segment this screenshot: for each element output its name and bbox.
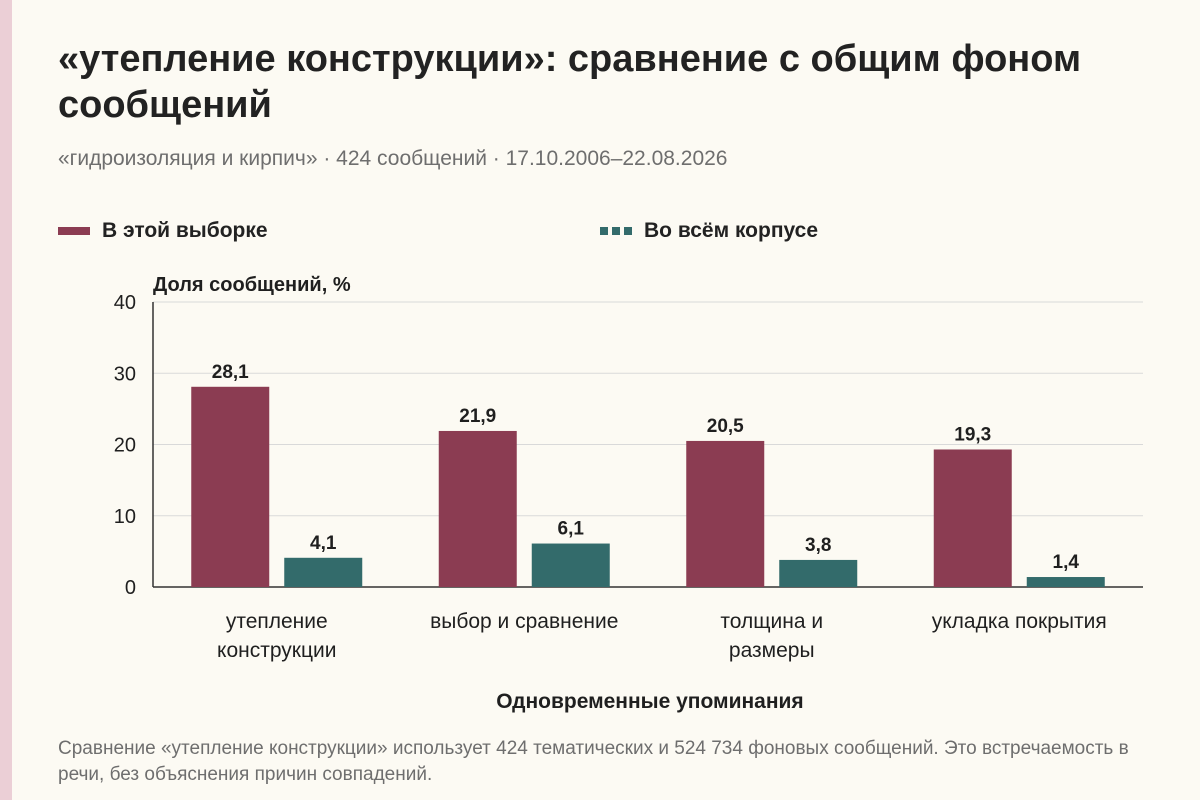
legend-label-sample: В этой выборке bbox=[102, 219, 268, 242]
data-label: 6,1 bbox=[558, 519, 585, 540]
chart-bars bbox=[191, 386, 1105, 587]
chart-labels: 0 10 20 30 40 28,1 4,1 утепление конструкции 21,9… bbox=[114, 292, 1107, 662]
x-tick-label: конструкции bbox=[217, 639, 336, 662]
accent-strip bbox=[0, 0, 12, 800]
bar-corpus bbox=[284, 557, 363, 587]
legend-item-corpus: Во всём корпусе bbox=[600, 219, 818, 243]
y-tick-label: 40 bbox=[114, 292, 136, 314]
data-label: 20,5 bbox=[707, 416, 744, 437]
x-tick-label: утепление bbox=[226, 610, 328, 633]
y-tick-label: 0 bbox=[125, 577, 136, 599]
bar-sample bbox=[191, 386, 270, 587]
footnote: Сравнение «утепление конструкции» исполь… bbox=[58, 738, 1129, 785]
bar-sample bbox=[933, 449, 1012, 587]
legend-swatch-sample bbox=[58, 227, 90, 235]
data-label: 28,1 bbox=[212, 362, 249, 383]
data-label: 19,3 bbox=[954, 424, 991, 445]
bar-sample bbox=[438, 430, 517, 587]
data-label: 1,4 bbox=[1053, 552, 1080, 573]
page-subtitle: «гидроизоляция и кирпич» · 424 сообщений… bbox=[58, 147, 728, 170]
y-tick-label: 10 bbox=[114, 506, 136, 528]
y-tick-label: 20 bbox=[114, 435, 136, 457]
data-label: 3,8 bbox=[805, 535, 831, 556]
x-tick-label: укладка покрытия bbox=[932, 610, 1107, 633]
bar-corpus bbox=[779, 559, 858, 587]
bar-sample bbox=[686, 440, 765, 587]
x-axis-label: Одновременные упоминания bbox=[496, 690, 803, 713]
legend-swatch-corpus bbox=[600, 227, 632, 235]
y-axis-label: Доля сообщений, % bbox=[153, 274, 351, 296]
x-tick-label: выбор и сравнение bbox=[430, 610, 618, 633]
bar-corpus bbox=[1026, 577, 1105, 587]
x-tick-label: размеры bbox=[729, 639, 815, 662]
bar-corpus bbox=[531, 543, 610, 587]
data-label: 21,9 bbox=[459, 406, 496, 427]
legend-item-sample: В этой выборке bbox=[58, 219, 268, 243]
page-title: «утепление конструкции»: сравнение с общ… bbox=[58, 38, 1082, 126]
legend-label-corpus: Во всём корпусе bbox=[644, 219, 819, 242]
data-label: 4,1 bbox=[310, 533, 337, 554]
x-tick-label: толщина и bbox=[720, 610, 823, 633]
y-tick-label: 30 bbox=[114, 363, 136, 385]
